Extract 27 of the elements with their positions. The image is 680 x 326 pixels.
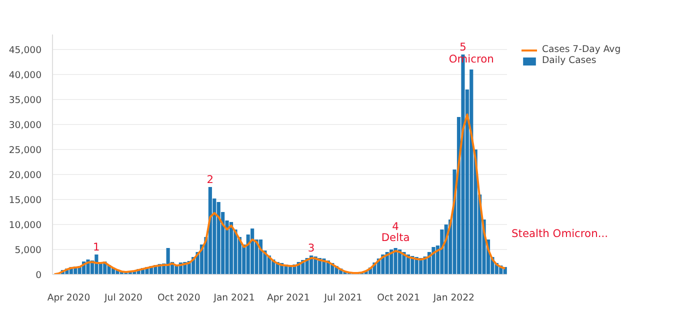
legend-label: Daily Cases — [542, 55, 596, 66]
legend-label: Cases 7-Day Avg — [542, 44, 621, 55]
y-tick-label: 30,000 — [8, 120, 42, 131]
y-tick-label: 20,000 — [8, 170, 42, 181]
x-tick-label: Jul 2020 — [104, 292, 143, 304]
text: Stealth Omicron... — [512, 227, 608, 240]
x-tick-label: Oct 2020 — [157, 292, 200, 304]
y-tick-label: 45,000 — [8, 45, 42, 56]
y-tick-label: 10,000 — [8, 220, 42, 231]
x-tick-label: Jan 2021 — [212, 292, 255, 304]
y-tick-label: 25,000 — [8, 145, 42, 156]
x-tick-label: Jan 2022 — [432, 292, 474, 304]
y-tick-label: 35,000 — [8, 95, 42, 106]
annotation: 5 — [460, 40, 466, 54]
x-tick-label: Apr 2021 — [267, 292, 310, 304]
y-tick-label: 40,000 — [8, 70, 42, 81]
annotation: Delta — [381, 231, 410, 244]
x-tick-label: Apr 2020 — [47, 292, 90, 304]
annotation: 2 — [206, 173, 214, 186]
annotation: 1 — [93, 240, 100, 254]
y-tick-label: 5,000 — [14, 245, 42, 256]
y-tick-label: 0 — [36, 270, 42, 281]
x-tick-label: Oct 2021 — [377, 292, 420, 304]
y-tick-label: 15,000 — [8, 195, 42, 206]
x-tick-label: Jul 2021 — [323, 292, 362, 304]
annotation: 3 — [308, 242, 315, 254]
annotation: 4 — [392, 220, 400, 233]
